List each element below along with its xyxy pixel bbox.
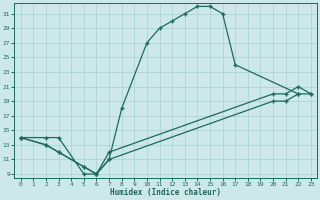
X-axis label: Humidex (Indice chaleur): Humidex (Indice chaleur)	[110, 188, 221, 197]
